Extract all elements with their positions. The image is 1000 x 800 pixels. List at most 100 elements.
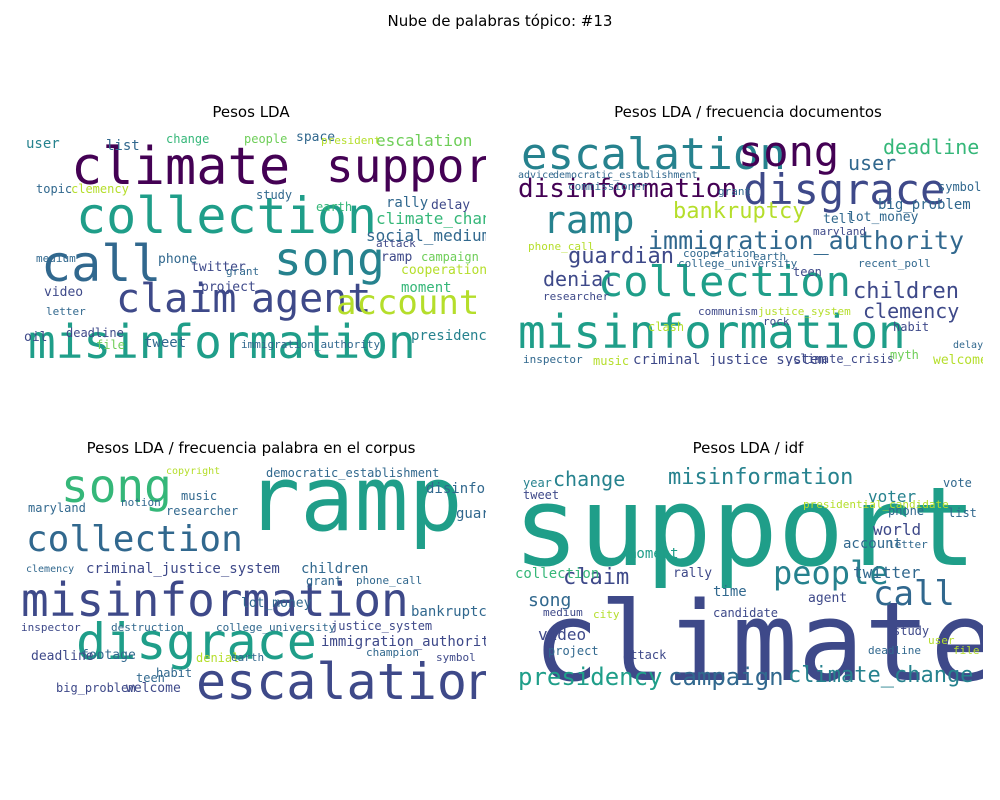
cloud-word: deadline [868, 644, 921, 657]
cloud-word: cooperation [683, 247, 756, 260]
cloud-word: account [336, 283, 480, 323]
cloud-word: claim [563, 565, 630, 590]
cloud-word: letter [46, 305, 86, 318]
cloud-word: clemency [863, 299, 960, 323]
cloud-word: destruction [111, 621, 184, 634]
cloud-word: call [41, 235, 162, 293]
cloud-word: letter [888, 538, 928, 551]
cloud-word: study [893, 624, 930, 638]
cloud-word: disinformation [518, 174, 738, 204]
cloud-word: collection [598, 257, 851, 306]
cloud-word: presidential_candidate [803, 498, 949, 511]
cloud-word: collection [515, 566, 600, 582]
cloud-word: criminal_justice_system [633, 352, 827, 366]
cloud-word: support [326, 139, 486, 193]
cloud-word: presidency [411, 328, 486, 344]
cloud-word: college_university [216, 621, 336, 634]
panel-title: Pesos LDA / idf [692, 439, 804, 457]
cloud-word: lot_money [241, 596, 312, 611]
cloud-word: people [244, 132, 288, 146]
cloud-word: earth [753, 250, 787, 263]
cloud-word: oil [24, 330, 48, 345]
cloud-word: inspector [21, 621, 81, 634]
cloud-word: justice_system [758, 305, 851, 318]
cloud-word: recent_poll [858, 257, 931, 270]
cloud-word: grant [306, 574, 343, 588]
cloud-word: college_university [678, 257, 798, 270]
cloud-word: ramp [246, 467, 463, 552]
panel-title: Pesos LDA / frecuencia palabra en el cor… [86, 439, 416, 457]
cloud-word: collection [76, 187, 378, 245]
cloud-word: misinformation [518, 305, 906, 359]
cloud-word: communism [698, 305, 758, 318]
cloud-word: city [593, 608, 620, 621]
cloud-word: claim [116, 276, 237, 322]
cloud-word: grant [226, 265, 260, 278]
cloud-word: twitter [191, 260, 246, 275]
cloud-word: year [523, 476, 552, 490]
cloud-word: immigration_authority [321, 634, 486, 650]
cloud-word: criminal_justice_system [86, 561, 280, 577]
cloud-word: campaign [668, 663, 784, 691]
cloud-word: space [296, 131, 336, 145]
cloud-word: earth [231, 651, 265, 664]
cloud-word: guardian [456, 506, 486, 522]
cloud-word: phone [888, 504, 925, 518]
cloud-word: user [848, 151, 897, 175]
cloud-word: welcome [126, 681, 181, 696]
cloud-word: moment [628, 546, 679, 562]
cloud-word: phone [158, 252, 198, 267]
cloud-word: campaign [421, 250, 479, 264]
cloud-word: song [528, 590, 572, 611]
wordcloud-panel-lda: Pesos LDA climate supportcollectioncall so… [16, 103, 486, 366]
cloud-word: maryland [813, 225, 866, 238]
cloud-word: tweet [523, 488, 560, 502]
cloud-word: music [181, 489, 218, 503]
cloud-word: medium [543, 606, 583, 619]
cloud-word: climate [533, 578, 983, 702]
cloud-word: myth [890, 348, 919, 362]
cloud-word: rally [673, 566, 713, 581]
cloud-word: voter [868, 487, 917, 506]
cloud-word: escalation [196, 653, 486, 702]
cloud-word: justice_system [331, 619, 433, 633]
cloud-word: habit [893, 320, 930, 334]
cloud-word: change [553, 467, 626, 491]
cloud-word: account [843, 536, 903, 552]
cloud-word: phone_call [528, 240, 595, 253]
cloud-word: disinformation [426, 481, 486, 497]
cloud-word: deadline [66, 326, 124, 340]
wordcloud-panel-doc-frequency: Pesos LDA / frecuencia documentos escala… [513, 103, 983, 366]
cloud-word: user [928, 634, 955, 647]
cloud-word: user [26, 136, 60, 152]
cloud-word: presidency [518, 663, 663, 691]
cloud-word: climate_crisis [793, 352, 895, 366]
cloud-word: ramp [543, 198, 635, 242]
cloud-word: immigration_authority [648, 226, 965, 255]
cloud-word: bankruptcy [673, 199, 806, 224]
cloud-word: candidate [713, 606, 779, 620]
cloud-word: twitter [853, 563, 921, 582]
cloud-word: tell [823, 212, 855, 227]
cloud-word: notion [121, 496, 161, 509]
cloud-word: delay [431, 198, 471, 213]
cloud-word: call [873, 574, 955, 614]
cloud-word: lot_money [848, 210, 919, 225]
cloud-word: habit [156, 666, 193, 680]
cloud-word: guardian [568, 244, 674, 269]
cloud-word: file [96, 338, 125, 352]
cloud-word: song [274, 232, 385, 286]
cloud-word: misinformation [668, 467, 854, 490]
cloud-word: social_medium [366, 226, 486, 245]
cloud-word: clemency [71, 182, 129, 196]
cloud-word: president [321, 134, 381, 147]
cloud-word: misinformation [21, 573, 409, 627]
cloud-word: attack [623, 648, 667, 662]
cloud-word: denial [196, 651, 240, 665]
cloud-word: project [548, 644, 599, 658]
cloud-word: support [513, 467, 977, 591]
cloud-word: rally [386, 195, 429, 211]
cloud-word: symbol [938, 180, 982, 194]
cloud-word: collection [26, 519, 243, 560]
cloud-word: file [953, 644, 980, 657]
